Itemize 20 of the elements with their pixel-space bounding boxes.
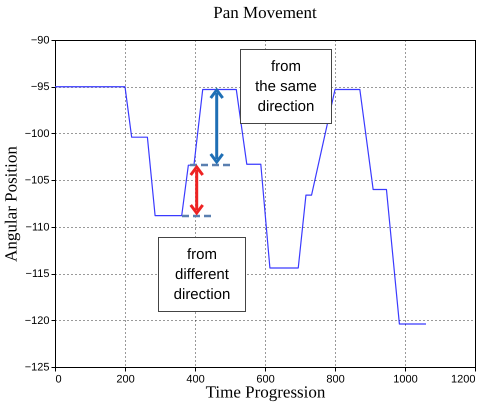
y-tick-label: −115 <box>26 268 50 280</box>
x-tick-label: 800 <box>326 374 345 386</box>
y-tick-label: −125 <box>24 362 50 374</box>
y-tick-label: −95 <box>30 81 50 94</box>
y-axis-title: Angular Position <box>2 146 21 262</box>
y-tick-label: −90 <box>30 34 50 46</box>
y-tick-label: −100 <box>24 128 50 140</box>
x-tick-label: 200 <box>116 374 135 386</box>
x-tick-label: 1000 <box>393 374 418 386</box>
y-tick-label: −110 <box>26 221 50 234</box>
x-tick-label: 1200 <box>451 374 476 386</box>
y-tick-label: −120 <box>24 314 50 327</box>
x-tick-label: 400 <box>186 374 205 386</box>
annotation: from different direction <box>158 237 246 312</box>
y-tick-label: −105 <box>24 174 50 187</box>
annotation: from the same direction <box>240 49 332 124</box>
chart-title: Pan Movement <box>213 3 317 22</box>
x-axis-title: Time Progression <box>206 382 326 402</box>
x-tick-label: 0 <box>56 374 62 386</box>
x-tick-label: 600 <box>256 374 275 386</box>
